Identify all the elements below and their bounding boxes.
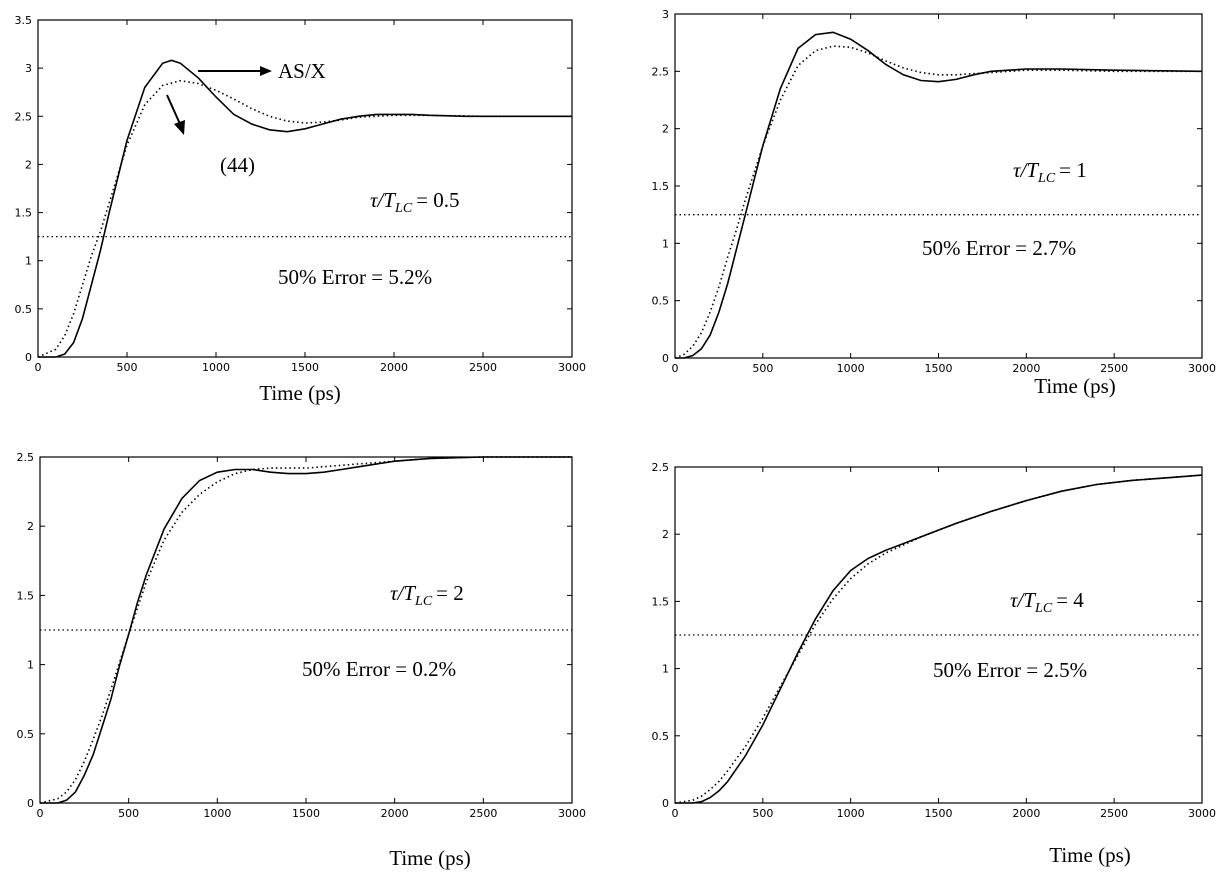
chart-panel-1: 0 500 1000 1500 2000 2500 3000 0 0.5 1 1.5 2 2.5 3 3.5…: [15, 14, 587, 405]
x-tick-label: 2000: [1012, 807, 1040, 820]
x-tick-label: 1500: [925, 362, 953, 375]
chart-panel-4: 0 500 1000 1500 2000 2500 3000 0 0.5 1 1.5 2 2.5 Time…: [652, 461, 1217, 867]
error-percent-label: 50% Error = 5.2%: [278, 265, 432, 289]
x-axis-label: Time (ps): [389, 846, 471, 870]
x-tick-label: 500: [117, 361, 138, 374]
y-tick-label: 3.5: [15, 14, 33, 27]
chart-panel-3: 0 500 1000 1500 2000 2500 3000 0 0.5 1 1.5 2 2.5 Time…: [17, 451, 587, 870]
x-tick-label: 2000: [1012, 362, 1040, 375]
y-tick-label: 0: [27, 797, 34, 810]
x-tick-label: 500: [118, 807, 139, 820]
series-line-model-dotted: [674, 474, 1203, 804]
x-tick-label: 1500: [925, 807, 953, 820]
series-line-asx-solid: [675, 31, 1203, 359]
y-tick-label: 1: [662, 237, 669, 250]
series-line-model-dotted: [39, 456, 572, 804]
x-tick-label: 1000: [837, 807, 865, 820]
x-tick-label: 2500: [469, 807, 497, 820]
tau-ratio-label: τ/TLC = 0.5: [370, 188, 460, 216]
x-tick-label: 2500: [1100, 362, 1128, 375]
x-tick-label: 1000: [203, 807, 231, 820]
x-tick-label: 0: [37, 807, 44, 820]
x-tick-label: 1000: [837, 362, 865, 375]
x-tick-label: 2000: [380, 361, 408, 374]
series-line-asx-solid: [675, 474, 1203, 804]
x-tick-label: 2500: [469, 361, 497, 374]
x-tick-label: 500: [752, 807, 773, 820]
error-percent-label: 50% Error = 2.7%: [922, 236, 1076, 260]
plot-frame: [674, 466, 1203, 804]
x-tick-label: 3000: [1188, 807, 1216, 820]
x-tick-label: 2000: [381, 807, 409, 820]
y-tick-label: 0.5: [17, 728, 35, 741]
y-tick-label: 1.5: [17, 589, 35, 602]
y-tick-label: 0.5: [652, 730, 670, 743]
tau-ratio-label: τ/TLC = 4: [1010, 588, 1084, 616]
model-arrow: [166, 94, 181, 125]
x-axis-label: Time (ps): [259, 381, 341, 405]
asx-arrowhead: [260, 66, 272, 76]
y-tick-label: 1: [662, 663, 669, 676]
y-tick-label: 1.5: [652, 595, 670, 608]
y-tick-label: 0: [25, 351, 32, 364]
tau-ratio-label: τ/TLC = 1: [1013, 158, 1087, 186]
y-tick-label: 2: [662, 528, 669, 541]
model-series-label: (44): [220, 153, 255, 177]
y-tick-label: 2: [27, 520, 34, 533]
y-tick-label: 3: [25, 62, 32, 75]
y-tick-label: 2.5: [15, 110, 33, 123]
x-tick-label: 0: [35, 361, 42, 374]
plot-frame: [674, 13, 1203, 359]
y-tick-label: 2.5: [652, 461, 670, 474]
y-tick-label: 0.5: [652, 295, 670, 308]
chart-panel-2: 0 500 1000 1500 2000 2500 3000 0 0.5 1 1.5 2 2.5 3 Tim…: [652, 8, 1217, 398]
x-tick-label: 0: [672, 807, 679, 820]
x-tick-label: 500: [752, 362, 773, 375]
x-axis-label: Time (ps): [1034, 374, 1116, 398]
y-tick-label: 2.5: [652, 65, 670, 78]
y-tick-label: 2.5: [17, 451, 35, 464]
y-tick-label: 3: [662, 8, 669, 21]
x-tick-label: 1500: [292, 807, 320, 820]
y-tick-label: 1: [27, 659, 34, 672]
y-tick-label: 2: [25, 158, 32, 171]
tau-ratio-label: τ/TLC = 2: [390, 581, 464, 609]
x-tick-label: 1000: [202, 361, 230, 374]
model-arrowhead: [174, 120, 185, 135]
series-line-asx-solid: [40, 456, 572, 804]
series-line-asx-solid: [38, 59, 572, 358]
x-tick-label: 3000: [558, 361, 586, 374]
y-tick-label: 1.5: [15, 207, 33, 220]
x-tick-label: 1500: [291, 361, 319, 374]
error-percent-label: 50% Error = 2.5%: [933, 658, 1087, 682]
asx-series-label: AS/X: [278, 59, 326, 83]
y-tick-label: 1: [25, 255, 32, 268]
y-tick-label: 2: [662, 123, 669, 136]
x-tick-label: 3000: [558, 807, 586, 820]
series-line-model-dotted: [674, 45, 1202, 359]
y-tick-label: 0: [662, 352, 669, 365]
x-axis-label: Time (ps): [1049, 843, 1131, 867]
error-percent-label: 50% Error = 0.2%: [302, 657, 456, 681]
y-tick-label: 0.5: [15, 303, 33, 316]
x-tick-label: 3000: [1188, 362, 1216, 375]
y-tick-label: 1.5: [652, 180, 670, 193]
x-tick-label: 0: [672, 362, 679, 375]
y-tick-label: 0: [662, 797, 669, 810]
x-tick-label: 2500: [1100, 807, 1128, 820]
series-line-model-dotted: [37, 79, 572, 358]
